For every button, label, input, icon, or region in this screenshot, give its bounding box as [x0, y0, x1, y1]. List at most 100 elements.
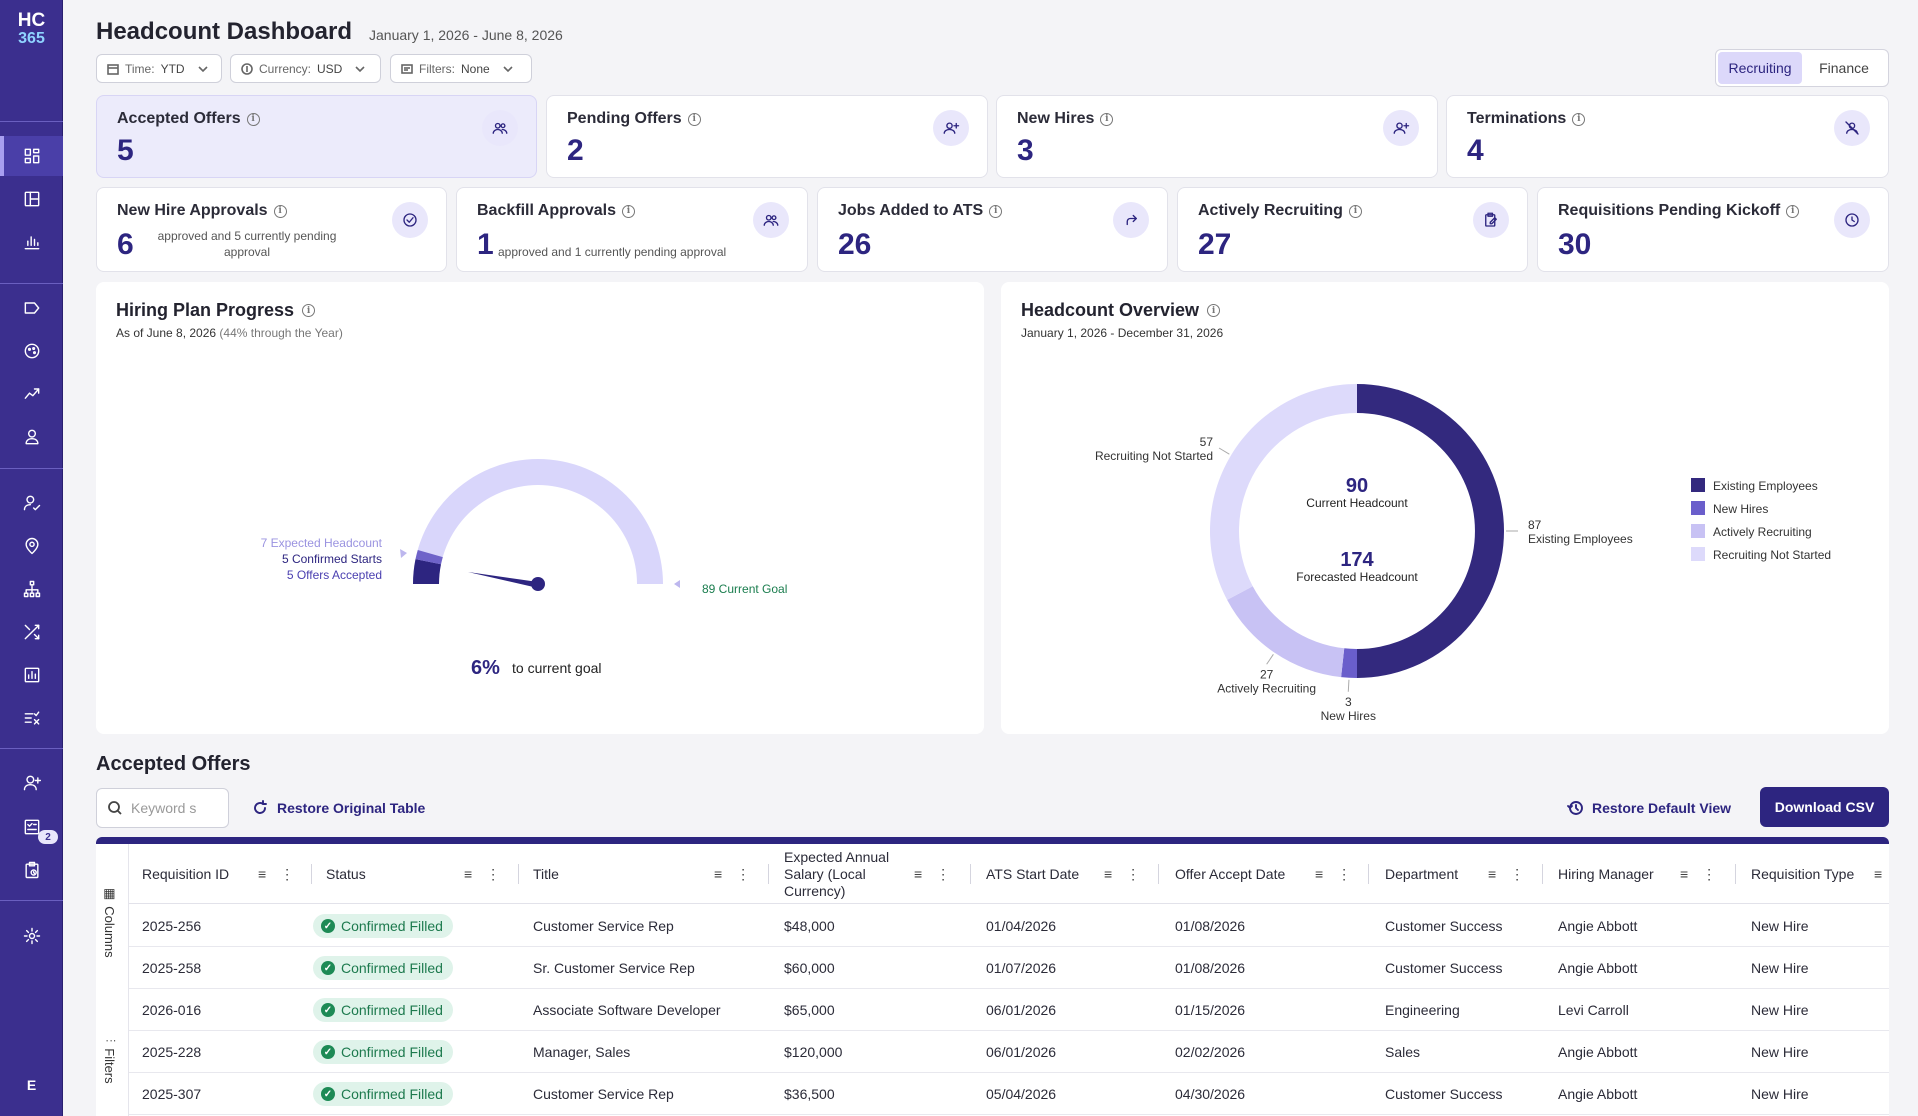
legend-label[interactable]: Actively Recruiting [1713, 525, 1812, 539]
col-separator[interactable] [1542, 864, 1543, 884]
table-row[interactable]: 2025-256 ✓ Confirmed Filled Customer Servic… [129, 905, 1889, 947]
donut-slice[interactable] [1210, 383, 1357, 600]
kpi-jobs-added-ats[interactable]: Jobs Added to ATS i 26 [817, 187, 1168, 272]
palette-icon[interactable] [20, 339, 44, 363]
info-icon[interactable]: i [1100, 112, 1114, 126]
col-separator[interactable] [1158, 864, 1159, 884]
legend-swatch[interactable] [1691, 524, 1705, 538]
time-filter-chip[interactable]: Time: YTD [96, 54, 222, 83]
tag-icon[interactable] [20, 296, 44, 320]
donut-slice[interactable] [1227, 586, 1345, 678]
trend-icon[interactable] [20, 382, 44, 406]
more-icon[interactable]: ⋮ [1510, 866, 1525, 882]
filter-icon[interactable]: ≡ [1488, 866, 1497, 882]
more-icon[interactable]: ⋮ [936, 866, 951, 882]
filter-icon[interactable]: ≡ [258, 866, 267, 882]
more-icon[interactable]: ⋮ [1337, 866, 1352, 882]
kpi-new-hire-approvals[interactable]: New Hire Approvals i 6 approved and 5 cur… [96, 187, 447, 272]
filter-icon[interactable]: ≡ [1104, 866, 1113, 882]
filters-toggle[interactable]: ⫶ Filters [102, 1039, 119, 1084]
legend-label[interactable]: New Hires [1713, 502, 1768, 516]
legend-swatch[interactable] [1691, 501, 1705, 515]
col-header-requisition-type[interactable]: Requisition Type [1751, 865, 1855, 882]
user-initial[interactable]: E [26, 1077, 37, 1093]
info-icon[interactable]: i [687, 112, 701, 126]
col-separator[interactable] [311, 864, 312, 884]
col-header-department[interactable]: Department [1385, 865, 1459, 882]
more-icon[interactable]: ⋮ [486, 866, 501, 882]
more-icon[interactable]: ⋮ [280, 866, 295, 882]
download-csv-button[interactable]: Download CSV [1760, 787, 1889, 827]
info-icon[interactable]: i [1572, 112, 1586, 126]
toggle-finance[interactable]: Finance [1819, 60, 1869, 76]
legend-label[interactable]: Recruiting Not Started [1713, 548, 1831, 562]
col-separator[interactable] [1735, 864, 1736, 884]
shuffle-icon[interactable] [20, 620, 44, 644]
info-icon[interactable]: i [1207, 304, 1221, 317]
info-icon[interactable]: i [1786, 204, 1800, 218]
table-row[interactable]: 2025-228 ✓ Confirmed Filled Manager, Sales $… [129, 1031, 1889, 1073]
kpi-pending-offers[interactable]: Pending Offers i 2 [546, 95, 988, 178]
dashboard-icon[interactable] [20, 144, 44, 168]
filter-icon[interactable]: ≡ [1874, 866, 1883, 882]
col-header-salary[interactable]: Expected Annual Salary (Local Currency) [784, 848, 890, 899]
info-icon[interactable]: i [622, 204, 636, 218]
col-header-title[interactable]: Title [533, 865, 559, 882]
col-separator[interactable] [768, 864, 769, 884]
location-pin-icon[interactable] [20, 534, 44, 558]
donut-slice[interactable] [1341, 648, 1357, 678]
columns-toggle[interactable]: ▦ Columns [102, 888, 119, 958]
info-icon[interactable]: i [989, 204, 1003, 218]
col-separator[interactable] [970, 864, 971, 884]
more-icon[interactable]: ⋮ [1126, 866, 1141, 882]
app-logo[interactable]: HC 365 [0, 11, 63, 48]
list-check-icon[interactable] [20, 706, 44, 730]
legend-label[interactable]: Existing Employees [1713, 479, 1818, 493]
more-icon[interactable]: ⋮ [736, 866, 751, 882]
search-box[interactable] [96, 788, 229, 828]
restore-view-button[interactable]: Restore Default View [1566, 799, 1731, 817]
search-input[interactable] [131, 800, 221, 816]
kpi-requisitions-pending-kickoff[interactable]: Requisitions Pending Kickoff i 30 [1537, 187, 1889, 272]
table-row[interactable]: 2026-016 ✓ Confirmed Filled Associate Softw… [129, 989, 1889, 1031]
kpi-backfill-approvals[interactable]: Backfill Approvals i 1 approved and 1 cur… [456, 187, 808, 272]
table-row[interactable]: 2025-258 ✓ Confirmed Filled Sr. Customer Se… [129, 947, 1889, 989]
col-header-offer-accept[interactable]: Offer Accept Date [1175, 865, 1286, 882]
kpi-actively-recruiting[interactable]: Actively Recruiting i 27 [1177, 187, 1528, 272]
filters-chip[interactable]: Filters: None [390, 54, 532, 83]
gear-icon[interactable] [20, 924, 44, 948]
col-separator[interactable] [518, 864, 519, 884]
toggle-recruiting[interactable]: Recruiting [1718, 52, 1802, 84]
kpi-new-hires[interactable]: New Hires i 3 [996, 95, 1438, 178]
restore-table-button[interactable]: Restore Original Table [251, 799, 425, 817]
info-icon[interactable]: i [246, 112, 260, 126]
table-row[interactable]: 2025-307 ✓ Confirmed Filled Customer Servic… [129, 1073, 1889, 1115]
col-header-ats-start[interactable]: ATS Start Date [986, 865, 1080, 882]
checklist-icon[interactable] [20, 815, 44, 839]
col-separator[interactable] [1368, 864, 1369, 884]
clipboard-clock-icon[interactable] [20, 858, 44, 882]
report-icon[interactable] [20, 663, 44, 687]
col-header-requisition-id[interactable]: Requisition ID [142, 865, 230, 882]
donut-slice[interactable] [1357, 384, 1504, 678]
more-icon[interactable]: ⋮ [1702, 866, 1717, 882]
user-plus-icon[interactable] [20, 771, 44, 795]
filter-icon[interactable]: ≡ [464, 866, 473, 882]
bar-chart-icon[interactable] [20, 230, 44, 254]
legend-swatch[interactable] [1691, 547, 1705, 561]
col-header-status[interactable]: Status [326, 865, 366, 882]
info-icon[interactable]: i [302, 304, 316, 317]
kpi-accepted-offers[interactable]: Accepted Offers i 5 [96, 95, 537, 178]
org-chart-icon[interactable] [20, 577, 44, 601]
kpi-terminations[interactable]: Terminations i 4 [1446, 95, 1889, 178]
filter-icon[interactable]: ≡ [714, 866, 723, 882]
filter-icon[interactable]: ≡ [1315, 866, 1324, 882]
currency-filter-chip[interactable]: Currency: USD [230, 54, 381, 83]
legend-swatch[interactable] [1691, 478, 1705, 492]
info-icon[interactable]: i [1348, 204, 1362, 218]
layout-icon[interactable] [20, 187, 44, 211]
filter-icon[interactable]: ≡ [1680, 866, 1689, 882]
col-header-hiring-manager[interactable]: Hiring Manager [1558, 865, 1654, 882]
info-icon[interactable]: i [273, 204, 287, 218]
filter-icon[interactable]: ≡ [914, 866, 923, 882]
